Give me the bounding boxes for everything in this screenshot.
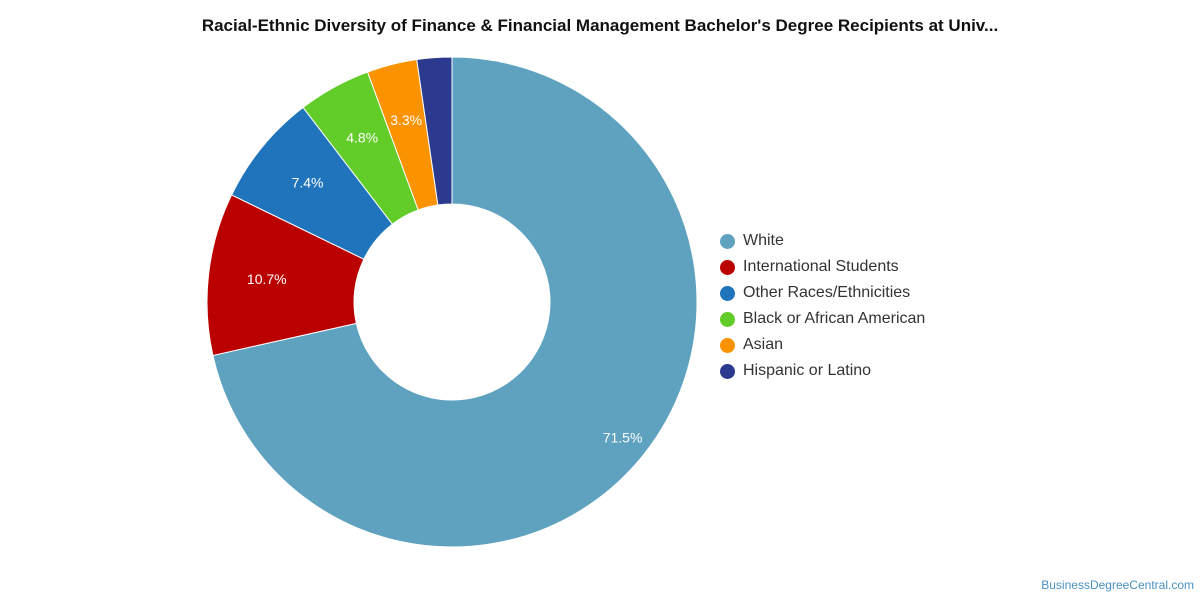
slice-label: 7.4% (292, 175, 324, 191)
chart-legend: White International Students Other Races/E… (720, 228, 925, 384)
legend-label: Black or African American (743, 310, 926, 327)
legend-item[interactable]: Asian (720, 332, 925, 358)
legend-label: Hispanic or Latino (743, 362, 872, 379)
slice-international-students[interactable] (206, 194, 365, 357)
legend-item[interactable]: International Students (720, 254, 925, 280)
legend-swatch (720, 285, 735, 301)
legend-item[interactable]: Other Races/Ethnicities (720, 280, 925, 306)
legend-swatch (720, 259, 735, 275)
legend-label: International Students (743, 258, 899, 275)
slice-white[interactable] (212, 56, 698, 548)
legend-item[interactable]: Black or African American (720, 306, 925, 332)
legend-swatch (720, 337, 735, 353)
slice-label: 4.8% (346, 129, 378, 145)
chart-title: Racial-Ethnic Diversity of Finance & Fin… (201, 16, 999, 35)
legend-swatch (720, 233, 735, 249)
legend-label: Asian (743, 336, 784, 353)
legend-swatch (720, 311, 735, 327)
slice-label: 71.5% (603, 429, 643, 445)
legend-label: Other Races/Ethnicities (743, 284, 911, 301)
legend-swatch (720, 363, 735, 379)
legend-item[interactable]: White (720, 228, 925, 254)
legend-label: White (743, 232, 784, 249)
slice-label: 3.3% (390, 112, 422, 128)
source-watermark[interactable]: BusinessDegreeCentral.com (1041, 578, 1194, 592)
slice-hispanic-or-latino[interactable] (416, 56, 453, 206)
slice-label: 10.7% (247, 271, 287, 287)
legend-item[interactable]: Hispanic or Latino (720, 358, 925, 384)
